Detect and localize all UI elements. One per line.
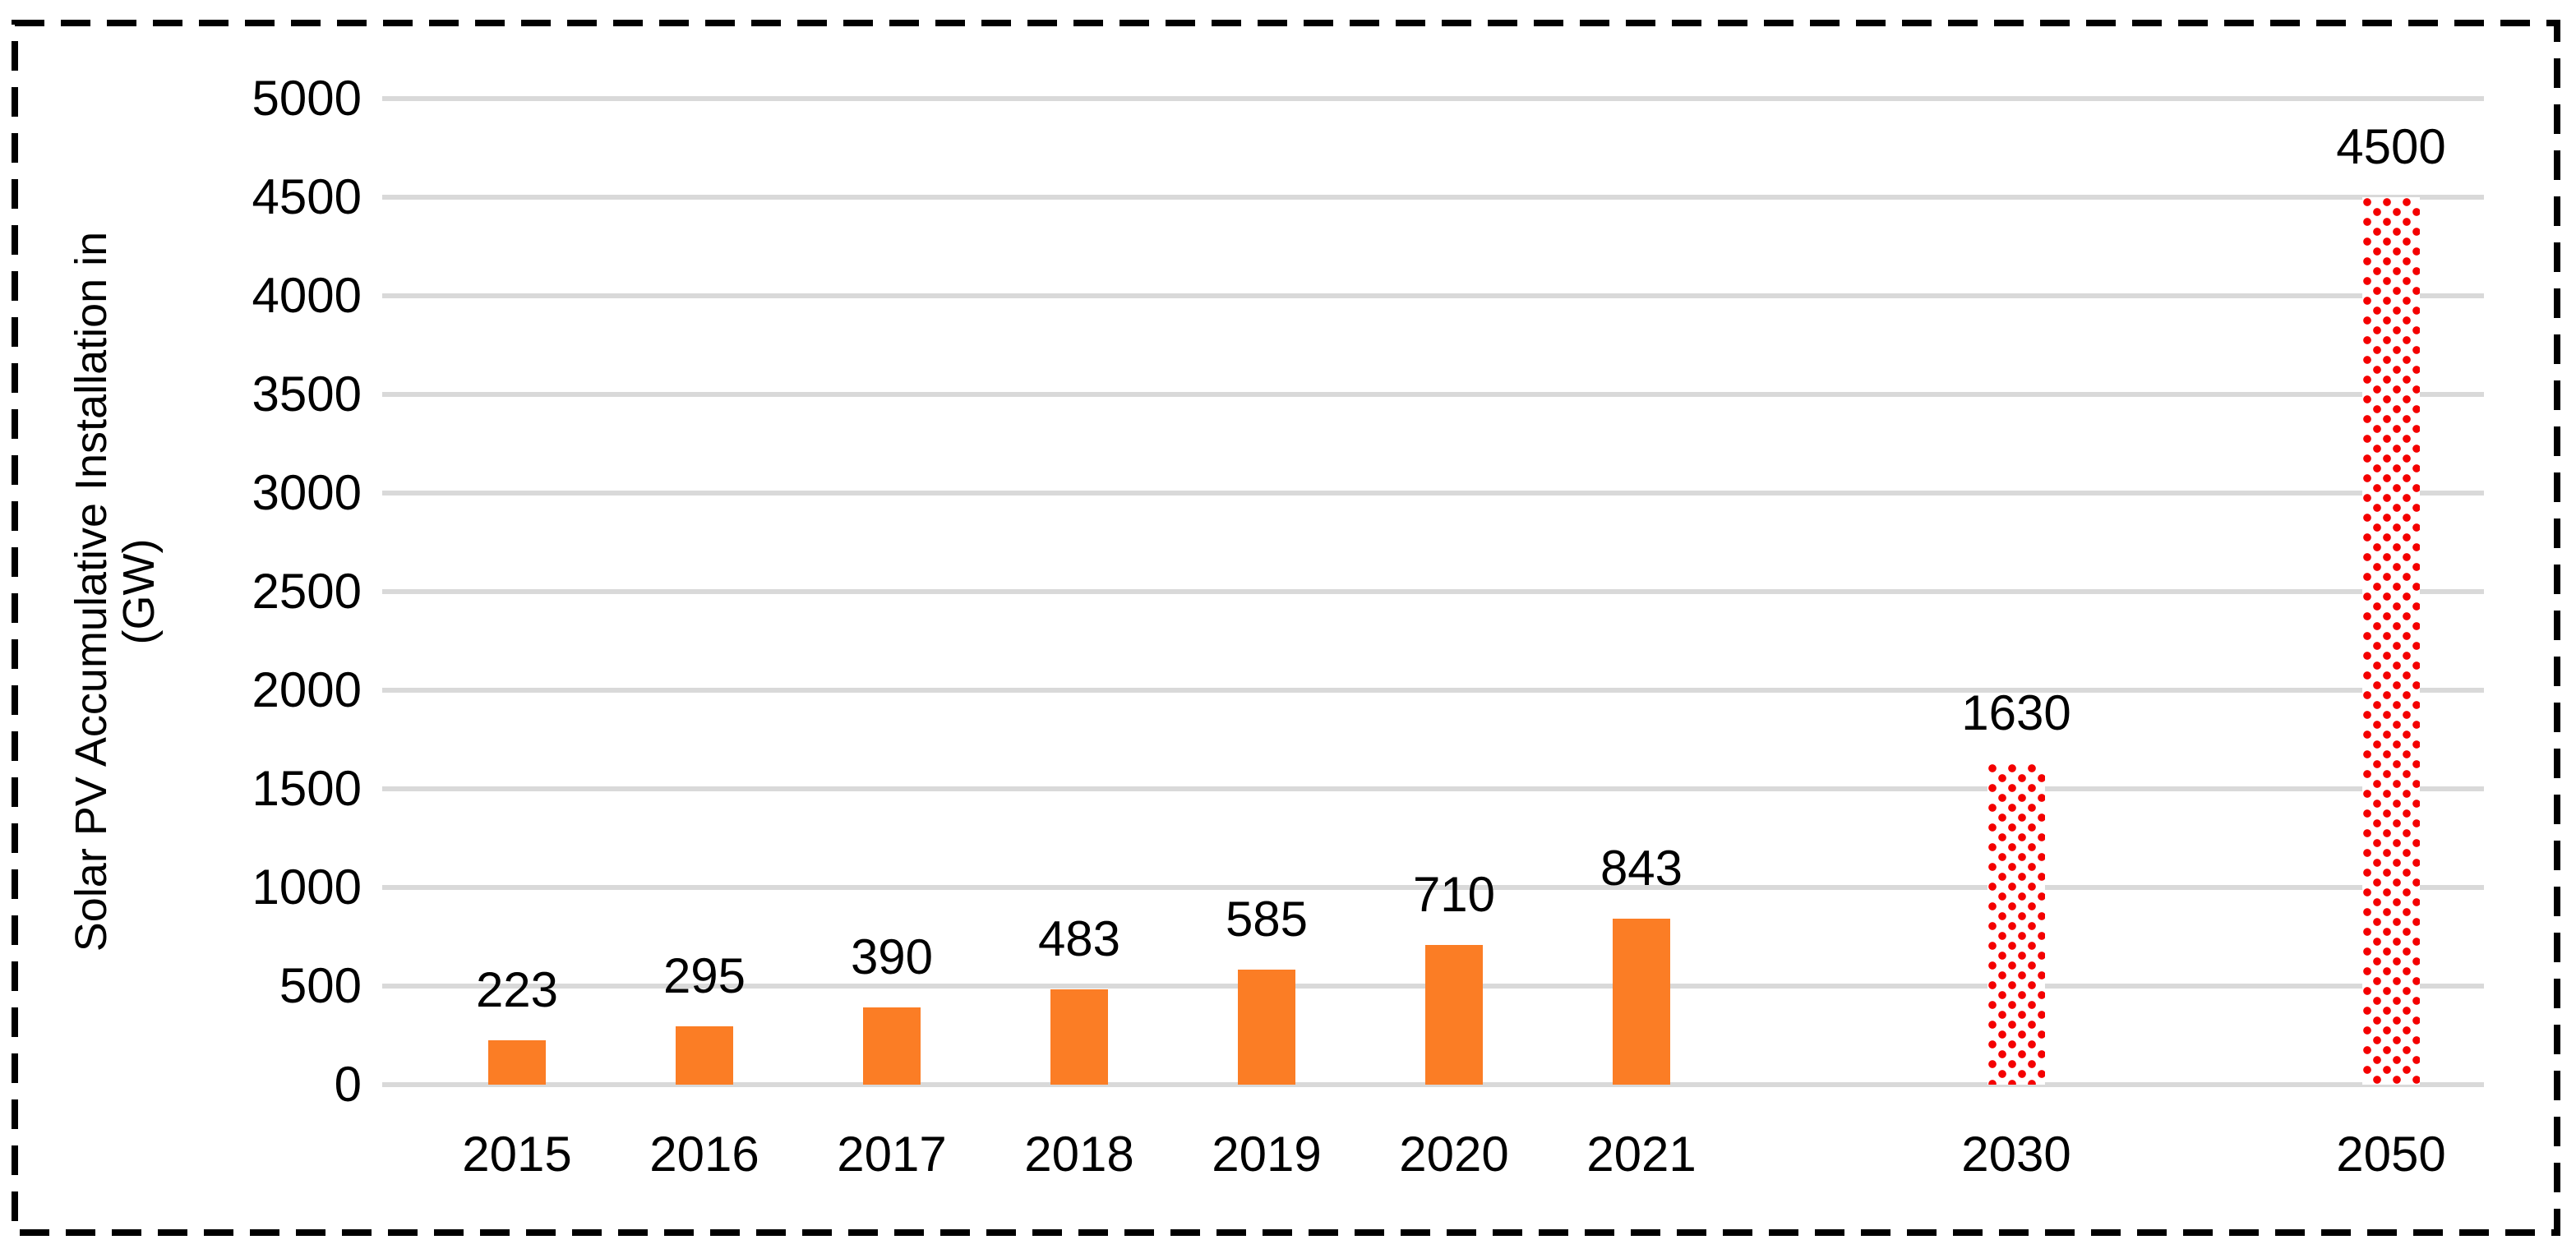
gridline <box>382 1082 2484 1087</box>
y-tick-label: 1500 <box>252 761 362 816</box>
y-axis-title-line1: Solar PV Accumulative Installation in <box>67 231 116 952</box>
bar-value-label: 710 <box>1412 866 1496 922</box>
y-tick-label: 500 <box>279 958 362 1013</box>
bar-value-label: 1630 <box>1961 684 2071 740</box>
bar-2015 <box>488 1040 546 1085</box>
x-tick-label: 2030 <box>1961 1127 2071 1182</box>
gridline <box>382 195 2484 200</box>
bar-2017 <box>863 1007 921 1085</box>
gridline <box>382 786 2484 791</box>
y-tick-label: 1000 <box>252 860 362 915</box>
x-tick-label: 2021 <box>1586 1127 1697 1182</box>
y-tick-label: 5000 <box>252 71 362 126</box>
x-tick-label: 2019 <box>1212 1127 1322 1182</box>
y-tick-label: 3000 <box>252 465 362 520</box>
bar-2021 <box>1613 918 1670 1085</box>
bar-2020 <box>1425 944 1483 1085</box>
gridline <box>382 589 2484 594</box>
bar-value-label: 585 <box>1225 891 1309 947</box>
y-tick-label: 4500 <box>252 169 362 224</box>
x-tick-label: 2018 <box>1024 1127 1134 1182</box>
bar-value-label: 843 <box>1600 840 1683 896</box>
gridline <box>382 688 2484 693</box>
y-tick-label: 4000 <box>252 268 362 323</box>
bar-value-label: 483 <box>1037 911 1121 967</box>
y-tick-label: 3500 <box>252 366 362 422</box>
x-tick-label: 2020 <box>1399 1127 1509 1182</box>
bar-2019 <box>1238 969 1295 1085</box>
gridline <box>382 293 2484 298</box>
y-tick-label: 2000 <box>252 662 362 717</box>
bar-value-label: 4500 <box>2336 119 2446 174</box>
bar-value-label: 223 <box>475 962 559 1018</box>
x-tick-label: 2015 <box>462 1127 572 1182</box>
x-tick-label: 2016 <box>649 1127 759 1182</box>
bar-2050 <box>2362 197 2420 1085</box>
gridline <box>382 491 2484 495</box>
bar-value-label: 295 <box>662 948 746 1004</box>
gridline <box>382 392 2484 397</box>
gridline <box>382 885 2484 890</box>
bar-2018 <box>1050 989 1108 1085</box>
gridline <box>382 96 2484 101</box>
bar-value-label: 390 <box>850 929 934 985</box>
bar-2016 <box>676 1026 733 1085</box>
y-tick-label: 0 <box>334 1057 362 1112</box>
x-tick-label: 2050 <box>2336 1127 2446 1182</box>
bar-2030 <box>1987 763 2045 1085</box>
x-tick-label: 2017 <box>837 1127 947 1182</box>
y-tick-label: 2500 <box>252 564 362 619</box>
